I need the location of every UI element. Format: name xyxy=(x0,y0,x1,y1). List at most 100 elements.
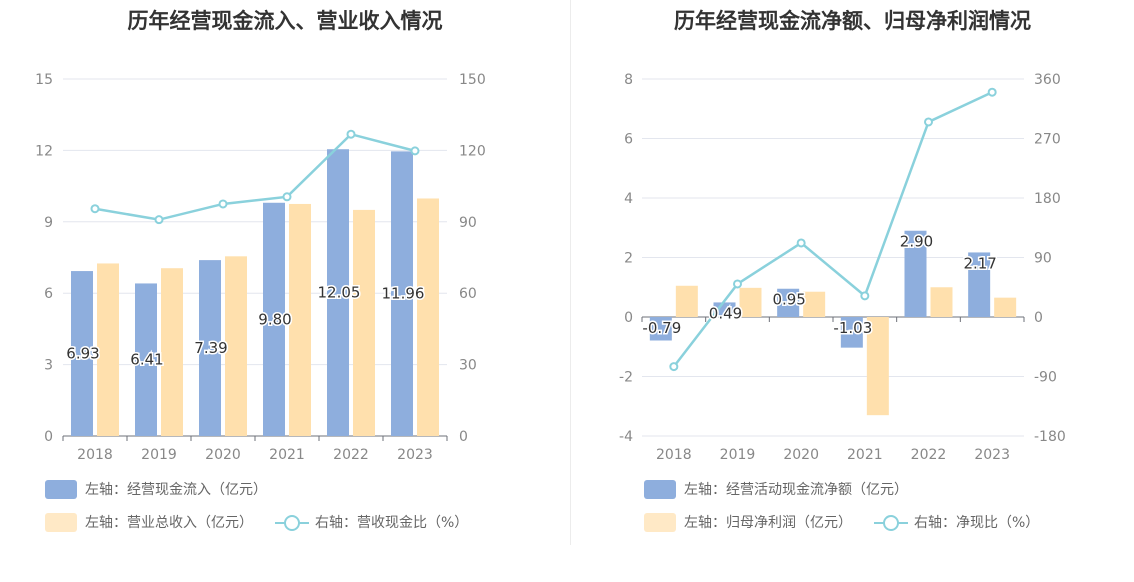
left-axis-tick-label: 4 xyxy=(624,191,633,207)
right-axis-tick-label: 0 xyxy=(459,429,468,445)
legend-item-cash-inflow[interactable]: 左轴：经营现金流入（亿元） xyxy=(45,479,267,499)
bar xyxy=(803,291,826,317)
left-axis-tick-label: 0 xyxy=(44,429,53,445)
x-axis-category-label: 2023 xyxy=(974,447,1010,463)
left-axis-tick-label: -2 xyxy=(619,370,633,386)
legend-swatch-blue xyxy=(644,479,676,499)
right-axis-tick-label: -90 xyxy=(1034,370,1057,386)
right-axis-tick-label: 0 xyxy=(1034,310,1043,326)
legend-item-net-operating-cash[interactable]: 左轴：经营活动现金流净额（亿元） xyxy=(644,479,908,499)
line-point xyxy=(410,146,420,156)
panel-divider xyxy=(570,0,571,545)
data-label: 0.95 xyxy=(772,291,805,309)
bar xyxy=(97,263,119,436)
x-axis-category-label: 2023 xyxy=(397,447,433,463)
right-axis-tick-label: -180 xyxy=(1034,429,1066,445)
legend-label: 左轴：归母净利润（亿元） xyxy=(684,515,852,531)
left-axis-tick-label: 6 xyxy=(624,132,633,148)
line-point xyxy=(987,87,997,97)
bar xyxy=(840,317,863,348)
legend-item-net-cash-ratio[interactable]: 右轴：净现比（%） xyxy=(874,512,1039,532)
left-axis-tick-label: 0 xyxy=(624,310,633,326)
legend-line-icon xyxy=(275,513,309,532)
bar xyxy=(161,268,183,436)
right-axis-tick-label: 180 xyxy=(1034,191,1061,207)
x-axis-category-label: 2022 xyxy=(333,447,369,463)
right-axis-tick-label: 90 xyxy=(459,215,477,231)
x-axis-category-label: 2021 xyxy=(847,447,883,463)
right-axis-tick-label: 360 xyxy=(1034,72,1061,88)
left-axis-tick-label: 8 xyxy=(624,72,633,88)
left-axis-tick-label: 3 xyxy=(44,358,53,374)
legend-row-1: 左轴：经营活动现金流净额（亿元） xyxy=(644,479,930,499)
legend-row-2: 左轴：归母净利润（亿元） 右轴：净现比（%） xyxy=(644,512,1061,532)
legend-label: 左轴：营业总收入（亿元） xyxy=(85,515,253,531)
line-point xyxy=(218,199,228,209)
bar xyxy=(71,271,93,436)
bar xyxy=(777,288,800,317)
bar xyxy=(866,317,889,416)
bar xyxy=(930,287,953,317)
line-point xyxy=(282,192,292,202)
chart-title: 历年经营现金流净额、归母净利润情况 xyxy=(674,9,1031,33)
x-axis-category-label: 2022 xyxy=(911,447,947,463)
data-label: 2.17 xyxy=(963,254,996,272)
data-label: -1.03 xyxy=(833,319,872,337)
x-axis-category-label: 2020 xyxy=(783,447,819,463)
bar xyxy=(649,317,672,341)
legend-item-revenue-cash-ratio[interactable]: 右轴：营收现金比（%） xyxy=(275,512,468,532)
right-axis-tick-label: 270 xyxy=(1034,132,1061,148)
line-point xyxy=(346,129,356,139)
right-axis-tick-label: 150 xyxy=(459,72,486,88)
bar xyxy=(199,260,221,436)
legend-label: 左轴：经营现金流入（亿元） xyxy=(85,482,267,498)
data-label: 9.80 xyxy=(258,310,291,328)
legend-item-revenue[interactable]: 左轴：营业总收入（亿元） xyxy=(45,512,253,532)
chart-panel-netcash-profit: 历年经营现金流净额、归母净利润情况 -4 -180 -2 -90 0 0 2 90 4 180 6 2… xyxy=(571,0,1134,582)
left-axis-tick-label: 6 xyxy=(44,286,53,302)
bar xyxy=(225,256,247,436)
bar xyxy=(353,209,375,436)
line-point xyxy=(669,362,679,372)
bar xyxy=(739,287,762,317)
right-axis-tick-label: 30 xyxy=(459,358,477,374)
line-point xyxy=(860,291,870,301)
line-point xyxy=(733,279,742,289)
line-point xyxy=(154,215,164,225)
right-axis-tick-label: 120 xyxy=(459,143,486,159)
right-axis-tick-label: 60 xyxy=(459,286,477,302)
chart-title: 历年经营现金流入、营业收入情况 xyxy=(127,9,443,33)
x-axis-category-label: 2019 xyxy=(141,447,177,463)
legend-swatch-blue xyxy=(45,479,77,499)
bar xyxy=(327,149,349,436)
bar xyxy=(391,151,413,437)
left-axis-tick-label: 2 xyxy=(624,251,633,267)
line-series xyxy=(672,91,993,368)
chart-plot-cashflow-revenue: 0 0 3 30 6 60 9 90 12 120 15 150 2018 2019 2020 2021 202… xyxy=(35,72,486,463)
x-axis-category-label: 2021 xyxy=(269,447,305,463)
data-label: -0.79 xyxy=(642,319,681,337)
x-axis-category-label: 2018 xyxy=(656,447,692,463)
bar xyxy=(135,283,157,436)
data-label: 6.93 xyxy=(66,345,99,363)
data-label: 12.05 xyxy=(318,284,361,302)
line-point xyxy=(924,117,933,127)
bar xyxy=(289,203,311,436)
left-axis-tick-label: 12 xyxy=(35,143,53,159)
bar xyxy=(675,285,698,317)
legend-line-icon xyxy=(874,513,908,532)
data-label: 2.90 xyxy=(900,233,933,251)
legend-label: 右轴：营收现金比（%） xyxy=(315,515,469,531)
right-axis-tick-label: 90 xyxy=(1034,251,1052,267)
legend-label: 左轴：经营活动现金流净额（亿元） xyxy=(684,482,908,498)
left-axis-tick-label: -4 xyxy=(619,429,633,445)
chart-panel-cashflow-revenue: 历年经营现金流入、营业收入情况 0 0 3 30 6 60 9 90 12 120 15 150 201… xyxy=(35,9,486,532)
legend-item-net-profit[interactable]: 左轴：归母净利润（亿元） xyxy=(644,512,852,532)
line-series xyxy=(94,132,416,221)
bar xyxy=(417,198,439,436)
line-point xyxy=(90,204,100,214)
data-label: 7.39 xyxy=(194,339,227,357)
chart-plot-netcash-profit: -4 -180 -2 -90 0 0 2 90 4 180 6 270 8 360 2018 2019 2020… xyxy=(619,72,1066,463)
data-label: 0.49 xyxy=(709,304,742,322)
left-axis-tick-label: 9 xyxy=(44,215,53,231)
